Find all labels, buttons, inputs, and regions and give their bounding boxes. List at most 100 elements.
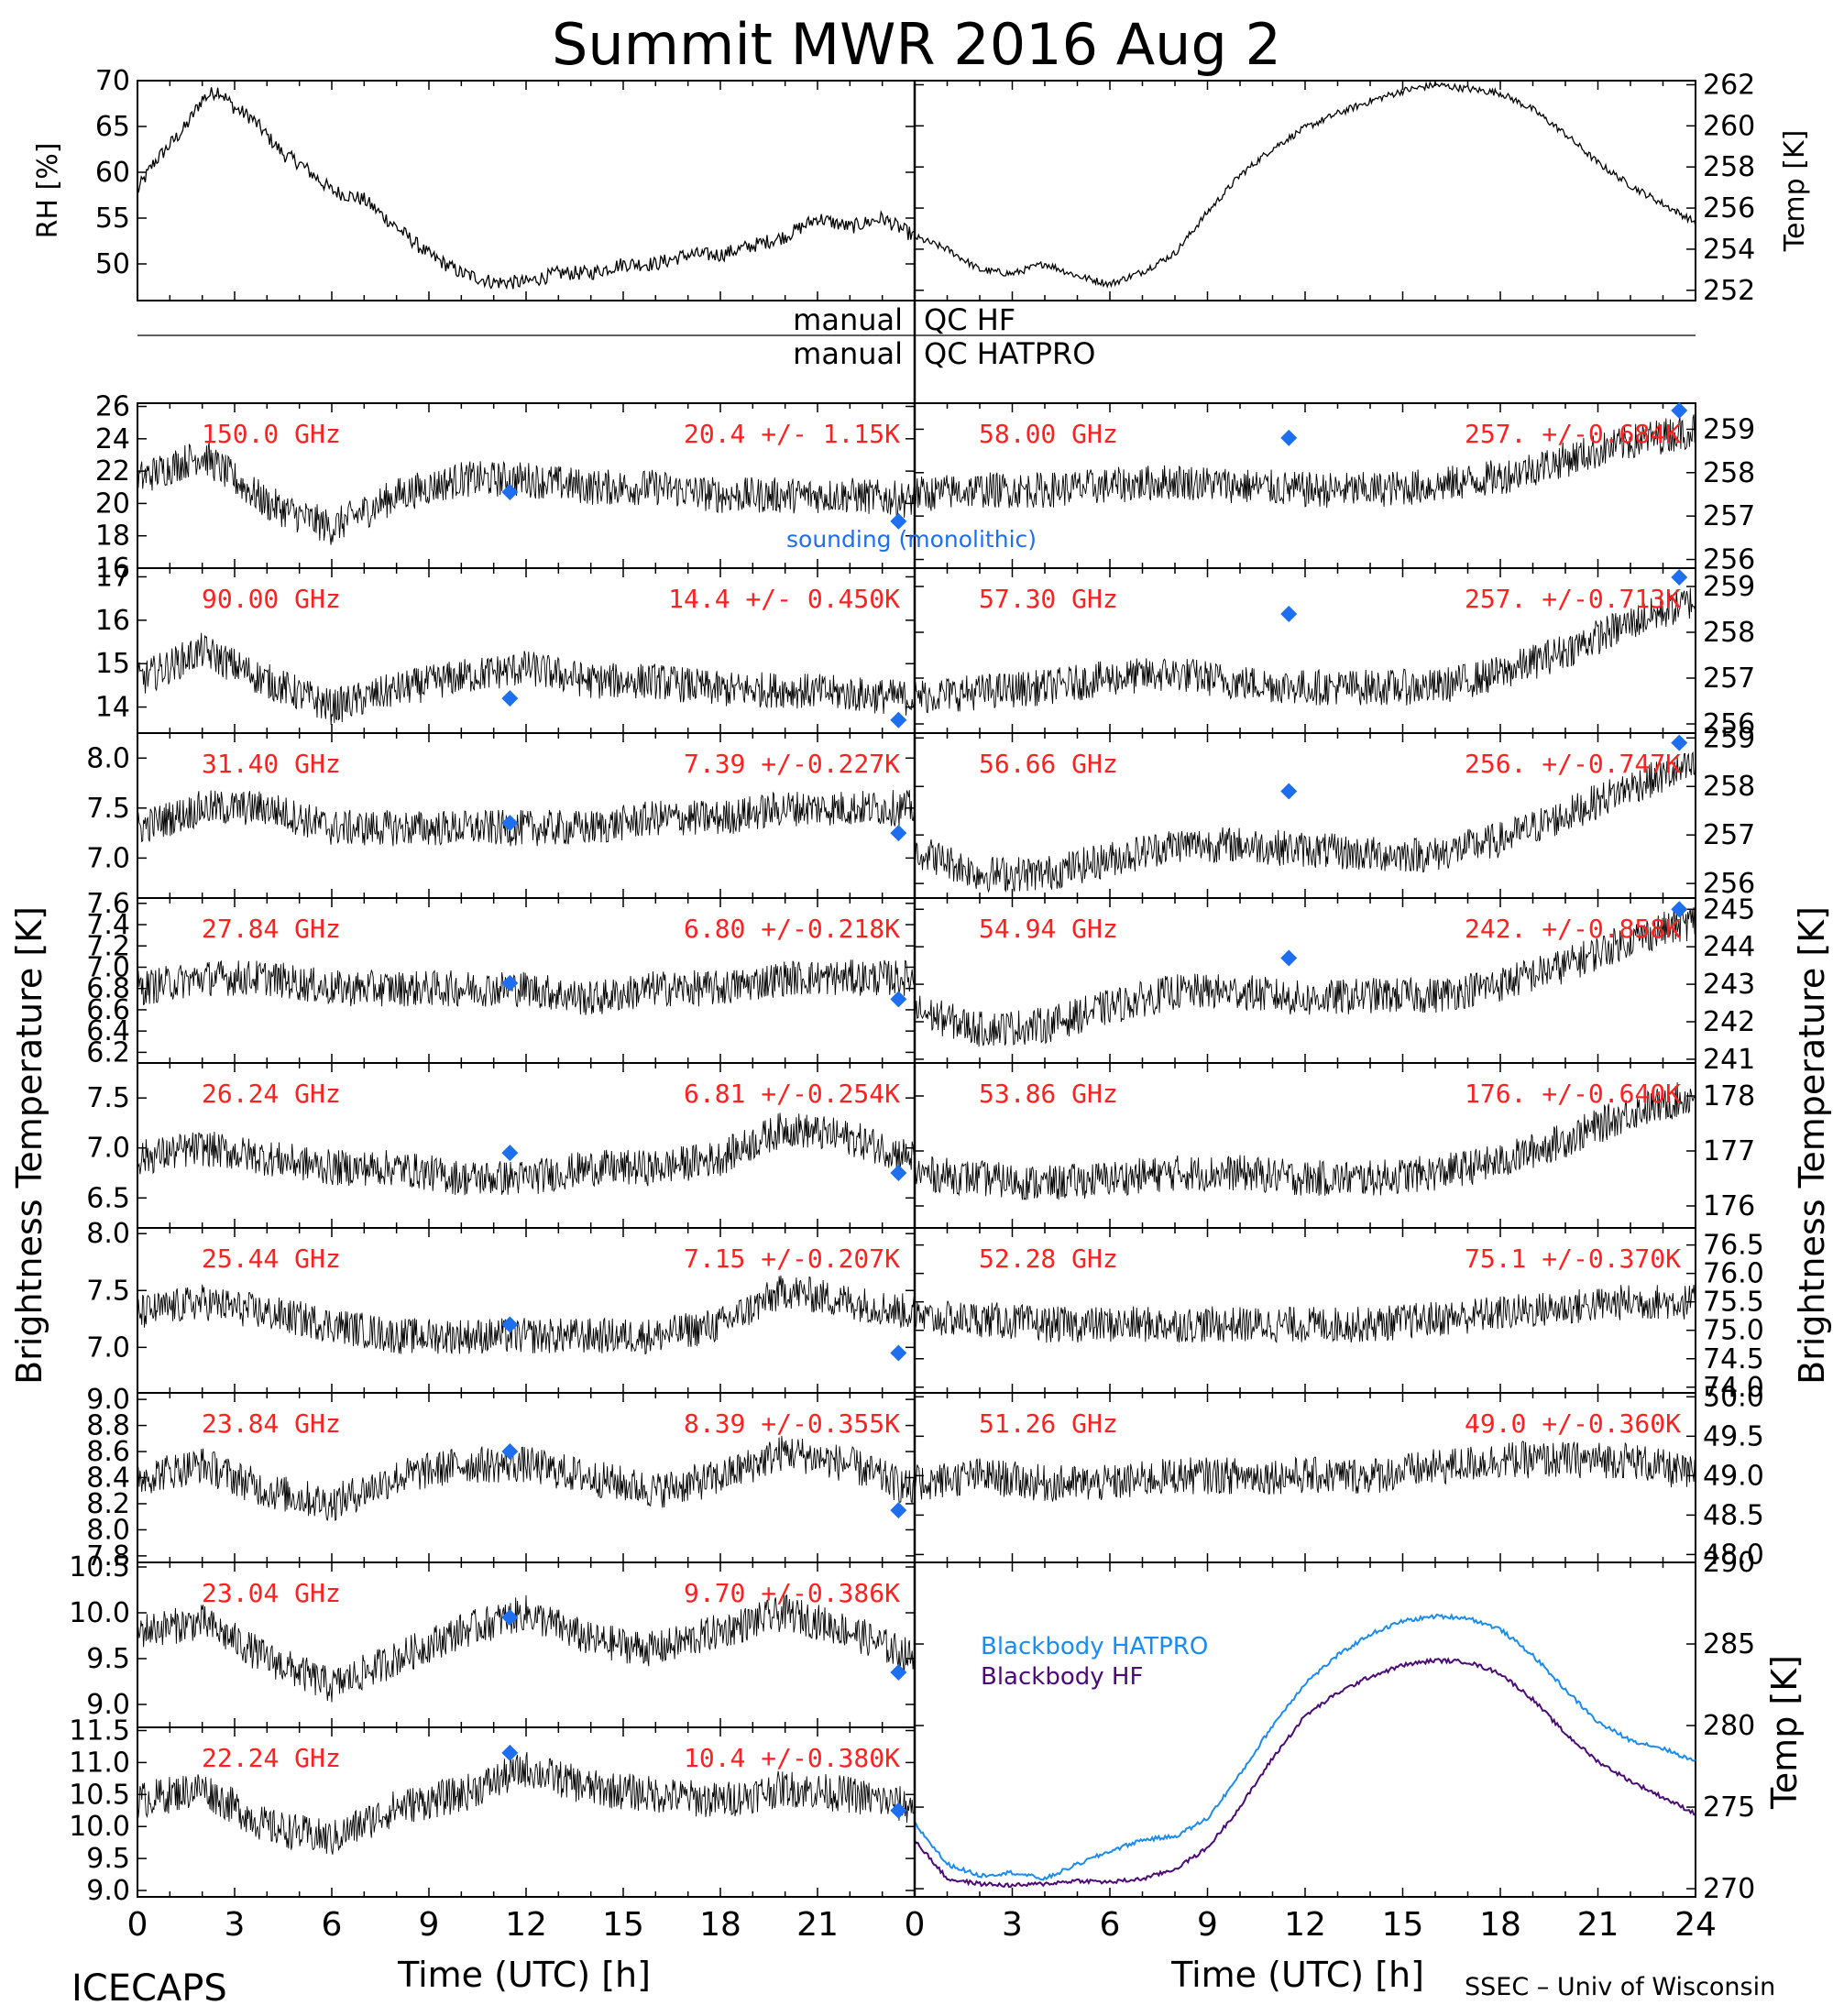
qc-hatpro-right-label: QC HATPRO [924, 336, 1095, 371]
ch22-ytick-label: 9.0 [86, 1875, 130, 1907]
ch23_04-sounding-point [501, 1609, 519, 1626]
ch54_94-stat-label: 242. +/-0.858K [1465, 914, 1681, 944]
ch51_26-series-trace [914, 1441, 1696, 1502]
ch27-ytick-label: 6.4 [86, 1015, 130, 1047]
ch23_84-stat-label: 8.39 +/-0.355K [684, 1408, 900, 1439]
ch23_04-ytick-label: 10.0 [69, 1597, 130, 1629]
ch22-stat-label: 10.4 +/-0.380K [684, 1743, 900, 1773]
ch150-ytick-label: 26 [95, 391, 130, 423]
ch23_04-ytick-label: 10.5 [69, 1551, 130, 1583]
ch90-sounding-point [501, 690, 519, 707]
ch53_86-series-trace [914, 1082, 1696, 1201]
ch58-series-trace [914, 414, 1696, 511]
right-time-tick-label: 9 [1197, 1906, 1218, 1944]
ch52_28-freq-label: 52.28 GHz [979, 1244, 1118, 1274]
ch150-sounding-point [890, 512, 907, 530]
right-time-tick-label: 18 [1479, 1906, 1521, 1944]
ch25-freq-label: 25.44 GHz [202, 1244, 341, 1274]
ch23_84-ytick-label: 8.8 [86, 1410, 130, 1442]
ch51_26-ytick-label: 50.0 [1703, 1381, 1764, 1413]
ch23_04-series-trace [137, 1594, 916, 1703]
ssec-credit: SSEC – Univ of Wisconsin [1465, 1973, 1775, 2001]
rh-series-line [137, 87, 916, 290]
blackbody-ytick-label: 280 [1703, 1710, 1755, 1742]
ch52_28-ytick-label: 75.0 [1703, 1315, 1764, 1347]
ch27-ytick-label: 6.6 [86, 994, 130, 1026]
rh-ytick-label: 65 [95, 111, 130, 143]
rh-ytick-label: 60 [95, 157, 130, 189]
ch58-ytick-label: 259 [1703, 413, 1755, 445]
ch53_86-ytick-label: 178 [1703, 1080, 1755, 1112]
ch27-ytick-label: 6.8 [86, 973, 130, 1005]
ch22-ytick-label: 11.0 [69, 1747, 130, 1779]
left-time-tick-label: 0 [127, 1906, 148, 1944]
ch23_84-ytick-label: 8.2 [86, 1488, 130, 1520]
ch57_30-ytick-label: 259 [1703, 571, 1755, 603]
ch27-freq-label: 27.84 GHz [202, 914, 341, 944]
ch22-series-trace [137, 1751, 916, 1855]
ch23_04-ytick-label: 9.5 [86, 1643, 130, 1675]
left-time-tick-label: 12 [505, 1906, 547, 1944]
ch26-series-trace [137, 1112, 916, 1196]
ch54_94-ytick-label: 245 [1703, 893, 1755, 926]
ch150-ytick-label: 18 [95, 520, 130, 553]
left-time-tick-label: 18 [699, 1906, 741, 1944]
temp-ytick-label: 254 [1703, 234, 1755, 266]
ch150-ytick-label: 24 [95, 423, 130, 455]
ch53_86-stat-label: 176. +/-0.640K [1465, 1079, 1681, 1109]
right-x-axis-title: Time (UTC) [h] [1170, 1955, 1424, 1995]
ch26-freq-label: 26.24 GHz [202, 1079, 341, 1109]
ch56_66-sounding-point [1671, 734, 1688, 751]
ch150-ytick-label: 20 [95, 488, 130, 520]
ch26-ytick-label: 7.0 [86, 1133, 130, 1165]
ch54_94-sounding-point [1671, 901, 1688, 918]
ch90-ytick-label: 15 [95, 648, 130, 680]
ch22-ytick-label: 10.0 [69, 1811, 130, 1843]
ch25-sounding-point [501, 1316, 519, 1333]
ch57_30-stat-label: 257. +/-0.713K [1465, 584, 1681, 614]
left-y-axis-title: Brightness Temperature [K] [9, 906, 49, 1385]
blackbody-legend-1: Blackbody HF [981, 1663, 1143, 1691]
ch26-sounding-point [501, 1145, 519, 1162]
blackbody-ytick-label: 270 [1703, 1873, 1755, 1905]
ch22-freq-label: 22.24 GHz [202, 1743, 341, 1773]
ch52_28-ytick-label: 74.0 [1703, 1372, 1764, 1404]
ch31-series-trace [137, 790, 916, 847]
right-time-tick-label: 6 [1100, 1906, 1121, 1944]
ch56_66-ytick-label: 257 [1703, 819, 1755, 851]
ch27-ytick-label: 6.2 [86, 1036, 130, 1068]
right-time-tick-label: 3 [1002, 1906, 1023, 1944]
ch27-series-trace [137, 959, 916, 1015]
ch22-sounding-point [501, 1744, 519, 1761]
left-x-axis-title: Time (UTC) [h] [397, 1955, 651, 1995]
ch90-freq-label: 90.00 GHz [202, 584, 341, 614]
sounding-note: sounding (monolithic) [786, 526, 1037, 553]
ch52_28-ytick-label: 76.5 [1703, 1230, 1764, 1262]
ch27-ytick-label: 7.0 [86, 951, 130, 983]
left-time-tick-label: 3 [225, 1906, 246, 1944]
temp-ytick-label: 256 [1703, 192, 1755, 225]
ch25-stat-label: 7.15 +/-0.207K [684, 1244, 900, 1274]
qc-hf-left-label: manual [793, 302, 903, 337]
rh-ytick-label: 70 [95, 65, 130, 97]
ch25-ytick-label: 7.5 [86, 1275, 130, 1307]
blackbody-ytick-label: 290 [1703, 1547, 1755, 1579]
ch54_94-series-trace [914, 906, 1696, 1047]
ch52_28-series-trace [914, 1285, 1696, 1343]
ch23_04-ytick-label: 9.0 [86, 1689, 130, 1721]
blackbody-ytick-label: 285 [1703, 1628, 1755, 1660]
ch54_94-ytick-label: 242 [1703, 1006, 1755, 1038]
ch23_04-freq-label: 23.04 GHz [202, 1578, 341, 1608]
ch51_26-freq-label: 51.26 GHz [979, 1408, 1118, 1439]
ch23_84-freq-label: 23.84 GHz [202, 1408, 341, 1439]
temp-series-line [914, 81, 1696, 289]
ch52_28-ytick-label: 76.0 [1703, 1258, 1764, 1290]
ch31-ytick-label: 7.5 [86, 793, 130, 825]
right-time-tick-label: 24 [1674, 1906, 1717, 1944]
ch27-sounding-point [890, 991, 907, 1008]
ch23_84-sounding-point [501, 1443, 519, 1461]
right-time-tick-label: 21 [1577, 1906, 1619, 1944]
ch58-ytick-label: 257 [1703, 500, 1755, 532]
rh-frame [137, 80, 916, 301]
left-time-tick-label: 21 [796, 1906, 839, 1944]
